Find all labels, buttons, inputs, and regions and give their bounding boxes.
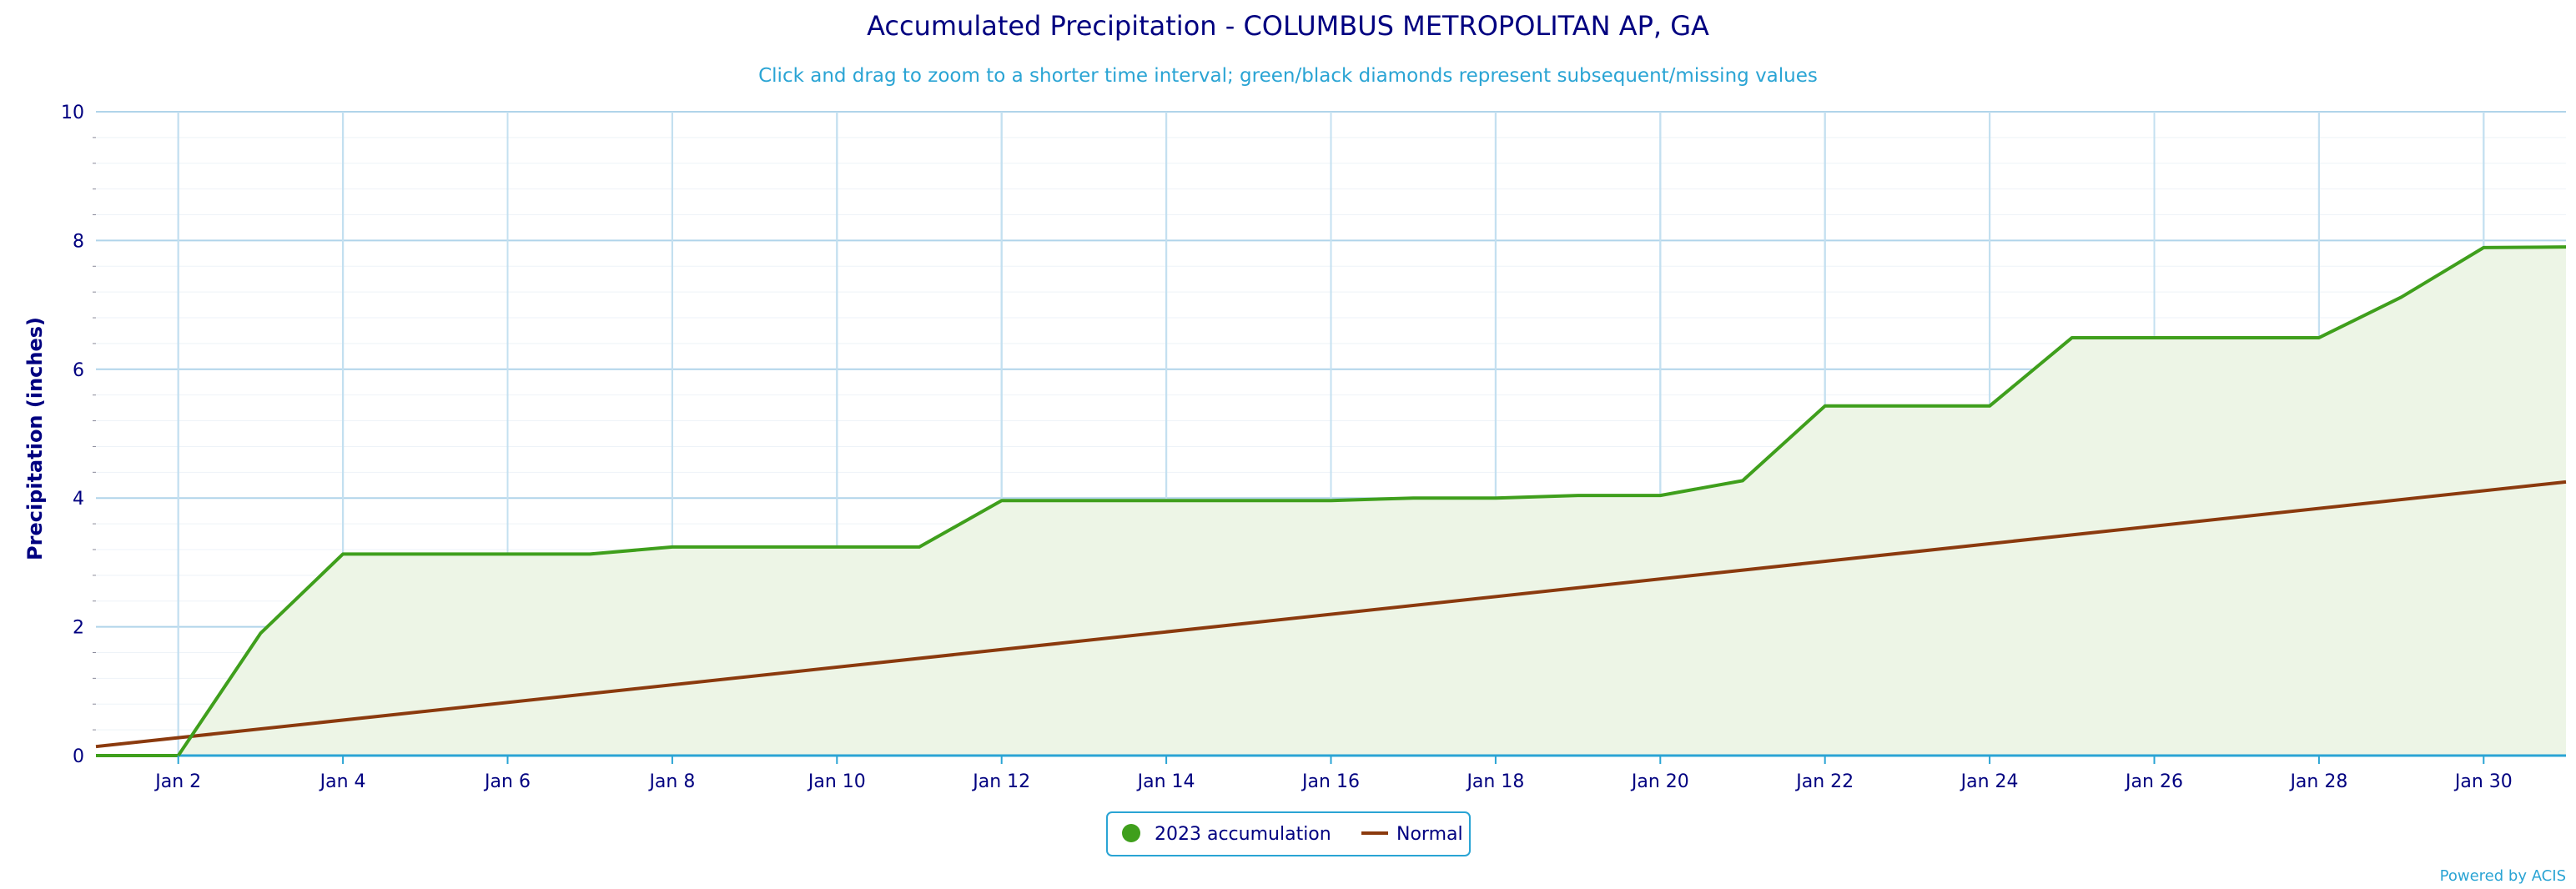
series-line-normal <box>95 480 2567 749</box>
chart-title: Accumulated Precipitation - COLUMBUS MET… <box>867 10 1709 42</box>
y-tick-label: 0 <box>73 746 84 767</box>
x-tick-label: Jan 26 <box>2124 771 2183 792</box>
y-tick-label: 6 <box>73 360 84 381</box>
legend-item-normal[interactable]: Normal <box>1361 824 1463 845</box>
x-tick-label: Jan 12 <box>971 771 1030 792</box>
y-tick-label: 10 <box>61 103 84 123</box>
x-axis-ticks: Jan 2 Jan 4 Jan 6 Jan 8 Jan 10 Jan 12 Jan 14 Ja… <box>153 756 2513 792</box>
x-tick-label: Jan 2 <box>153 771 201 792</box>
x-tick-label: Jan 8 <box>647 771 695 792</box>
x-tick-label: Jan 22 <box>1794 771 1854 792</box>
y-axis-ticks: 0 2 4 6 8 10 <box>61 103 84 767</box>
x-tick-label: Jan 18 <box>1465 771 1524 792</box>
y-tick-label: 2 <box>73 618 84 639</box>
legend-swatch-circle-icon <box>1122 824 1140 842</box>
legend[interactable]: 2023 accumulation Normal <box>1106 811 1471 856</box>
x-tick-label: Jan 30 <box>2453 771 2513 792</box>
x-tick-label: Jan 16 <box>1301 771 1360 792</box>
x-tick-label: Jan 6 <box>483 771 531 792</box>
legend-box <box>1106 811 1471 856</box>
legend-item-2023-accumulation[interactable]: 2023 accumulation <box>1122 824 1331 845</box>
x-tick-label: Jan 28 <box>2288 771 2347 792</box>
y-tick-label: 8 <box>73 231 84 252</box>
x-tick-label: Jan 20 <box>1630 771 1689 792</box>
chart-subtitle: Click and drag to zoom to a shorter time… <box>758 65 1818 87</box>
legend-label-2023-accumulation: 2023 accumulation <box>1155 824 1331 845</box>
powered-by-credit[interactable]: Powered by ACIS <box>2440 867 2566 885</box>
legend-label-normal: Normal <box>1396 824 1463 845</box>
x-tick-label: Jan 4 <box>319 771 366 792</box>
series-line-2023-accumulation <box>96 245 2567 757</box>
y-axis-label: Precipitation (inches) <box>23 317 47 560</box>
y-tick-label: 4 <box>73 489 84 510</box>
x-tick-label: Jan 14 <box>1136 771 1195 792</box>
x-tick-label: Jan 10 <box>807 771 866 792</box>
x-tick-label: Jan 24 <box>1960 771 2019 792</box>
